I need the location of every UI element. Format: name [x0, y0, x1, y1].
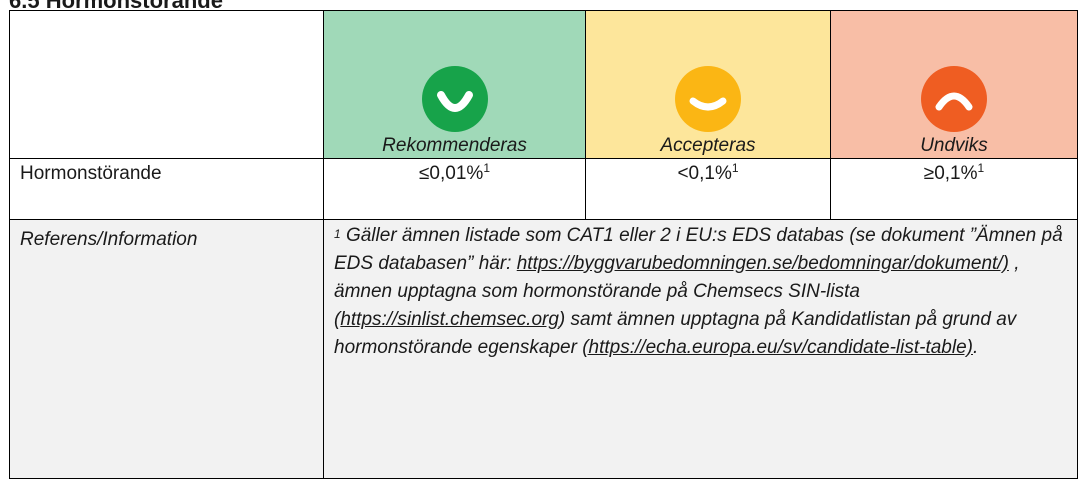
footnote-marker: 1 — [483, 161, 490, 175]
value-cell: ≥0,1%1 — [830, 158, 1078, 220]
value: ≤0,01% — [419, 163, 484, 184]
reference-text-part: Gäller ämnen listade som CAT1 eller 2 i … — [334, 225, 1063, 274]
header-cell: Accepteras — [585, 10, 831, 159]
reference-link[interactable]: https://sinlist.chemsec.org — [340, 309, 559, 330]
reference-link[interactable]: https://byggvarubedomningen.se/bedomning… — [516, 253, 1009, 274]
value: <0,1% — [677, 163, 732, 184]
reference-text-part: ) samt ämnen upptagna på Kandidatlistan … — [334, 309, 1017, 358]
value-cell: <0,1%1 — [585, 158, 831, 220]
reference-link[interactable]: (https://echa.europa.eu/sv/candidate-lis… — [582, 337, 973, 358]
value-cell: ≤0,01%1 — [323, 158, 586, 220]
header-label: Rekommenderas — [382, 135, 527, 156]
reference-text-part: , ämnen upptagna som hormonstörande på C… — [334, 253, 1020, 330]
header-label: Accepteras — [660, 135, 756, 156]
footnote-marker: 1 — [977, 161, 985, 175]
smile-icon — [421, 66, 488, 132]
reference-label: Referens/Information — [9, 219, 324, 479]
criteria-table: Rekommenderas Accepteras Undviks Hormons… — [9, 10, 1078, 479]
heading: 6.5 Hormonstörande — [9, 0, 223, 13]
header-cell: Undviks — [830, 10, 1078, 159]
reference-row: Referens/Information 1 Gäller ämnen list… — [9, 219, 1078, 479]
header-row: Rekommenderas Accepteras Undviks — [9, 10, 1078, 159]
neutral-icon — [675, 66, 741, 132]
reference-text-part: . — [973, 337, 979, 358]
footnote-marker: 1 — [334, 227, 341, 241]
reference-text: 1 Gäller ämnen listade som CAT1 eller 2 … — [323, 219, 1078, 479]
row-label: Hormonstörande — [9, 158, 324, 220]
data-row: Hormonstörande ≤0,01%1 <0,1%1 ≥0,1%1 — [9, 158, 1078, 220]
value: ≥0,1% — [923, 163, 978, 184]
frown-icon — [921, 66, 987, 132]
footnote-marker: 1 — [731, 161, 739, 175]
header-cell: Rekommenderas — [323, 10, 586, 159]
empty-cell — [9, 10, 324, 159]
header-label: Undviks — [920, 135, 988, 156]
